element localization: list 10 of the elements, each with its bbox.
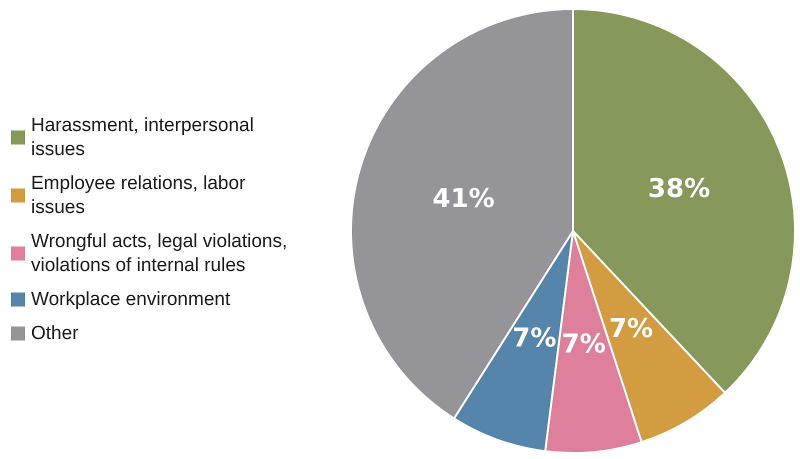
- data-label: 38%: [648, 174, 710, 204]
- data-label: 7%: [562, 329, 606, 360]
- legend-label: Other: [31, 323, 80, 344]
- data-label: 41%: [432, 184, 495, 214]
- legend-label: Wrongful acts, legal violations, violations of internal rules: [31, 231, 293, 276]
- legend-label: Harassment, interpersonal issues: [31, 115, 260, 160]
- legend-label: Workplace environment: [31, 289, 231, 310]
- data-label: 7%: [608, 314, 654, 344]
- data-label: 7%: [512, 323, 556, 354]
- legend-label: Employee relations, labor issues: [31, 173, 251, 218]
